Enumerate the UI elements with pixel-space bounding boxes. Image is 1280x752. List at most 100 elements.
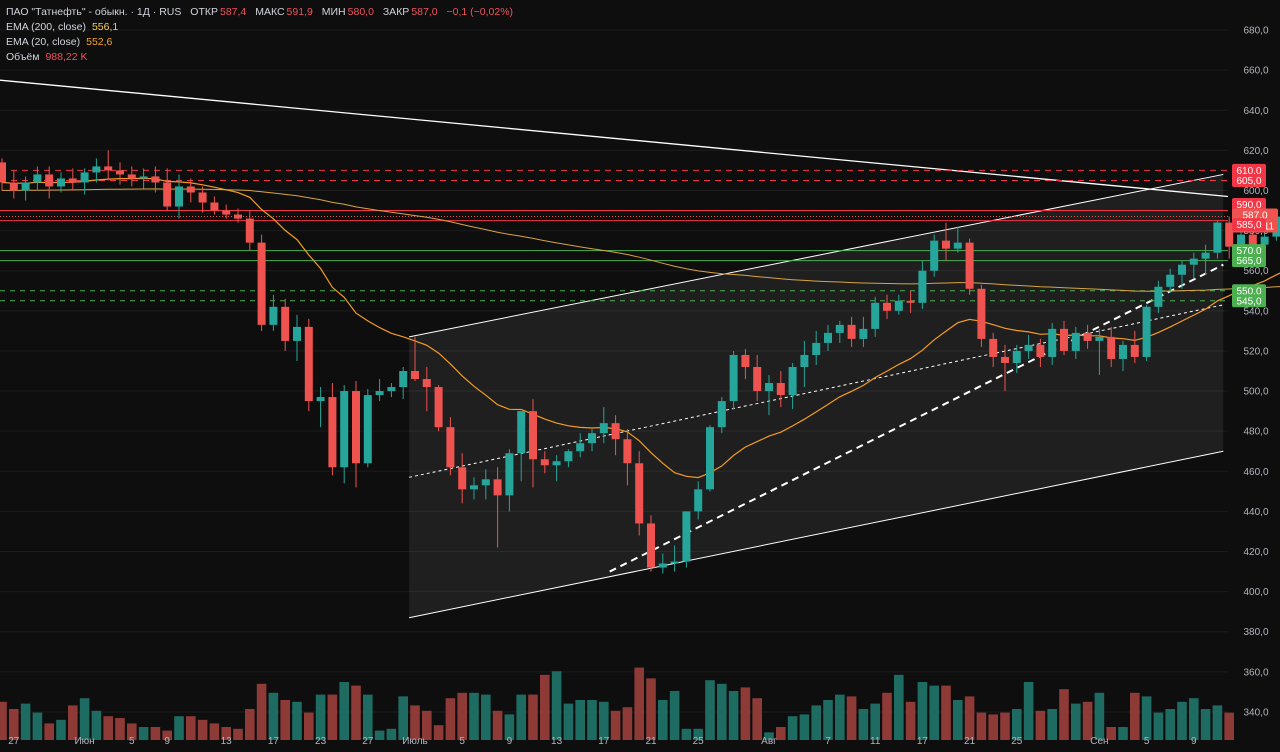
candle-body [399,371,408,388]
volume-bar [551,671,562,740]
candle-body [1024,344,1033,351]
candle [1166,268,1175,293]
candle-body [198,192,207,203]
ema200-label: EMA (200, close) [6,21,86,33]
candle [1083,324,1092,349]
price-label-text: 570,0 [1236,246,1261,257]
close-value: 587,0 [411,6,438,18]
volume-bar [823,700,833,740]
volume-bar [1082,701,1093,740]
price-label-box [1232,163,1266,177]
candle [930,234,939,277]
candle-body [257,242,266,325]
candle [45,166,54,199]
time-tick-label: 5 [1144,736,1150,747]
candle [139,168,148,189]
candle [481,469,490,500]
volume-bar [1141,696,1152,740]
candle [599,407,608,444]
volume-bar [138,727,149,740]
candle [163,168,172,211]
candle-body [1012,350,1021,363]
volume-bar [256,683,267,740]
candle-body [434,387,443,428]
candle [68,168,77,191]
volume-bar [622,707,633,740]
candle-body [859,328,868,339]
candle-body [281,306,290,341]
price-tick-label: 380,0 [1243,627,1268,638]
candle-body [529,411,537,460]
candle [33,166,42,191]
candle-body [1248,234,1257,245]
price-tick-label: 400,0 [1243,587,1268,598]
candle [776,371,785,408]
candle-body [269,306,278,325]
candle-body [906,300,915,303]
volume-bar [492,710,503,740]
volume-bar [764,732,774,740]
volume-bar [445,698,456,740]
candle-body [741,354,750,367]
close-label: ЗАКР [382,6,410,18]
volume-bar [894,674,904,740]
volume-bar [1023,682,1034,740]
volume-bar [363,694,373,740]
volume-bar [870,703,880,740]
price-tick-label: 660,0 [1243,66,1268,77]
volume-bar [79,698,90,740]
candle-body [481,479,490,486]
volume-bar [1165,709,1175,740]
time-tick-label: Июль [402,736,428,747]
candle-body [363,395,372,464]
candle-body [1225,222,1234,247]
candle-body [80,172,89,183]
candle-body [1083,332,1092,341]
price-label-585-0: 585,0 [1232,218,1266,232]
candle-body [847,324,856,339]
volume-bar [103,716,113,740]
candle [210,196,219,215]
volume-bar [1200,709,1211,740]
volume-bar [1047,709,1057,740]
candle-body [493,479,502,496]
price-tick-label: 540,0 [1243,306,1268,317]
candle-body [599,423,608,434]
candle-body [163,182,172,207]
candle [753,354,762,402]
ema200-row[interactable]: EMA (200, close) 556,1 [6,20,513,35]
candle-body [446,427,455,468]
candle [1012,344,1021,374]
candle [1130,330,1139,363]
price-axis[interactable]: 340,0 360,0 380,0 400,0 420,0 440,0 460,0 480,0… [1243,26,1268,719]
symbol-title[interactable]: ПАО "Татнефть" - обыкн. · 1Д · RUS [6,6,182,18]
candle [1095,328,1104,376]
volume-bar [941,685,951,740]
candle-body [540,459,549,466]
time-tick-label: 23 [315,736,327,747]
candle [470,477,478,500]
time-axis[interactable]: 27 Июн 5 9 13 17 23 27 Июль 5 9 13 17 21 25 Авг 7 11 17 21 2… [8,736,1197,747]
volume-row[interactable]: Объём 988,22 K [6,50,513,65]
candle-body [458,467,467,490]
candle-body [1048,328,1057,357]
time-tick-label: 21 [645,736,657,747]
volume-bar [457,692,467,740]
candle [127,166,136,187]
volume-bar [599,701,609,740]
candle-body [729,354,738,402]
candle [458,453,467,504]
high-label: МАКС [255,6,285,18]
candle [422,366,431,412]
candle [281,298,290,351]
price-label-box [1232,198,1266,212]
candle [1036,338,1045,367]
price-label-text: 545,0 [1236,296,1261,307]
volume-bar [717,683,727,740]
ema20-row[interactable]: EMA (20, close) 552,6 [6,35,513,50]
volume-bar [209,723,220,740]
candle [729,350,738,410]
time-tick-label: 13 [551,736,563,747]
volume-bar [905,701,916,740]
